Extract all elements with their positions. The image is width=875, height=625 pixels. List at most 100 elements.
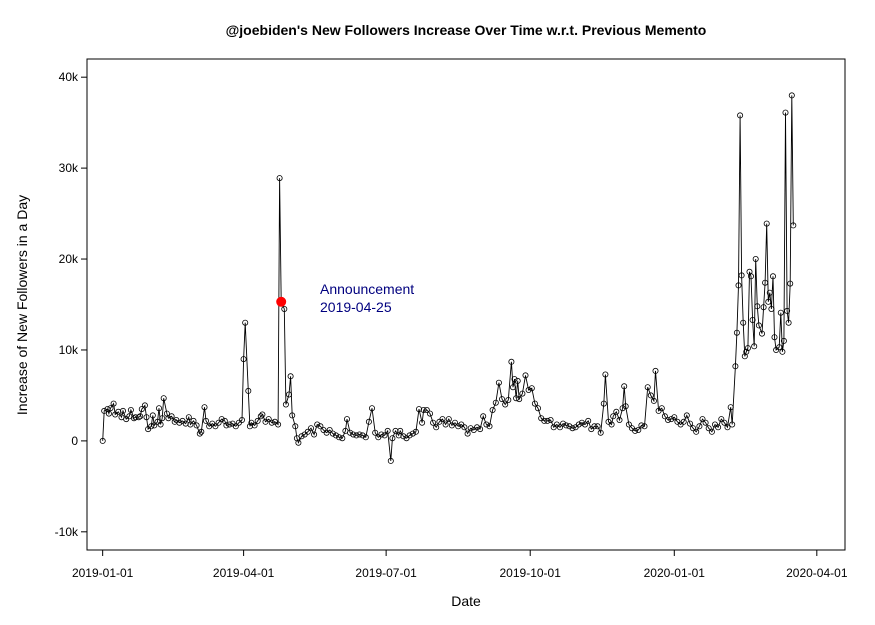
data-point xyxy=(541,417,548,424)
data-point xyxy=(477,426,484,433)
plot-frame xyxy=(86,58,846,551)
data-point xyxy=(696,423,703,430)
data-point xyxy=(143,414,150,421)
data-point xyxy=(347,429,354,436)
data-point xyxy=(215,419,222,426)
data-point xyxy=(632,427,639,434)
annotation-layer: Announcement 2019-04-25 xyxy=(276,281,414,315)
data-point xyxy=(585,417,592,424)
data-point xyxy=(638,422,645,429)
data-point xyxy=(578,419,585,426)
data-point xyxy=(285,391,292,398)
data-point xyxy=(120,407,127,414)
data-point xyxy=(743,348,750,355)
data-point xyxy=(218,416,225,423)
data-point xyxy=(644,384,651,391)
data-point xyxy=(641,423,648,430)
data-point xyxy=(430,419,437,426)
data-point xyxy=(771,334,778,341)
data-point xyxy=(622,403,629,410)
x-tick-label: 2020-04-01 xyxy=(786,566,848,580)
data-point xyxy=(665,416,672,423)
data-point xyxy=(275,421,282,428)
series-line xyxy=(102,95,794,461)
data-point xyxy=(489,406,496,413)
data-point xyxy=(525,386,532,393)
data-point xyxy=(461,424,468,431)
data-point xyxy=(336,434,343,441)
data-point xyxy=(508,358,515,365)
data-point xyxy=(359,432,366,439)
data-point xyxy=(514,377,521,384)
data-point xyxy=(420,406,427,413)
series-layer xyxy=(99,92,797,464)
data-point xyxy=(287,373,294,380)
data-point xyxy=(365,418,372,425)
data-point xyxy=(295,439,302,446)
y-tick-label: 0 xyxy=(71,434,78,448)
data-point xyxy=(597,429,604,436)
data-point xyxy=(159,415,166,422)
data-point xyxy=(467,425,474,432)
x-tick-label: 2019-07-01 xyxy=(355,566,417,580)
data-point xyxy=(759,330,766,337)
data-point xyxy=(602,371,609,378)
data-point xyxy=(202,417,209,424)
data-point xyxy=(326,426,333,433)
chart-title: @joebiden's New Followers Increase Over … xyxy=(226,22,707,38)
data-point xyxy=(110,400,117,407)
data-point xyxy=(198,428,205,435)
data-point xyxy=(419,419,426,426)
annotation-date: 2019-04-25 xyxy=(320,299,392,315)
data-point xyxy=(254,417,261,424)
data-point xyxy=(544,417,551,424)
data-point xyxy=(226,421,233,428)
data-point xyxy=(193,422,200,429)
data-point xyxy=(265,416,272,423)
data-point xyxy=(240,356,247,363)
data-point xyxy=(372,429,379,436)
data-point xyxy=(680,418,687,425)
data-point xyxy=(699,416,706,423)
data-point xyxy=(245,387,252,394)
data-point xyxy=(650,397,657,404)
data-point xyxy=(257,413,264,420)
x-tick-label: 2019-10-01 xyxy=(500,566,562,580)
data-point xyxy=(708,428,715,435)
data-point xyxy=(776,344,783,351)
data-point xyxy=(268,419,275,426)
y-axis-label: Increase of New Followers in a Day xyxy=(14,195,30,415)
data-point xyxy=(282,401,289,408)
data-point xyxy=(307,425,314,432)
data-point xyxy=(392,427,399,434)
data-point xyxy=(687,420,694,427)
x-tick-label: 2020-01-01 xyxy=(644,566,706,580)
data-point xyxy=(101,407,108,414)
data-point xyxy=(724,424,731,431)
data-point xyxy=(690,425,697,432)
data-point xyxy=(569,425,576,432)
data-point xyxy=(426,410,433,417)
data-point xyxy=(384,427,391,434)
data-point xyxy=(594,423,601,430)
data-point xyxy=(378,431,385,438)
data-point xyxy=(608,421,615,428)
data-point xyxy=(519,390,526,397)
data-point xyxy=(616,416,623,423)
data-point xyxy=(729,421,736,428)
data-point xyxy=(433,424,440,431)
data-point xyxy=(765,298,772,305)
data-point xyxy=(127,406,134,413)
data-point xyxy=(135,414,142,421)
data-point xyxy=(591,423,598,430)
data-point xyxy=(317,423,324,430)
x-tick-label: 2019-01-01 xyxy=(72,566,134,580)
x-axis-label: Date xyxy=(451,593,481,609)
data-point xyxy=(770,273,777,280)
data-point xyxy=(137,413,144,420)
data-point xyxy=(176,419,183,426)
data-point xyxy=(332,432,339,439)
data-point xyxy=(748,273,755,280)
data-point xyxy=(763,220,770,227)
